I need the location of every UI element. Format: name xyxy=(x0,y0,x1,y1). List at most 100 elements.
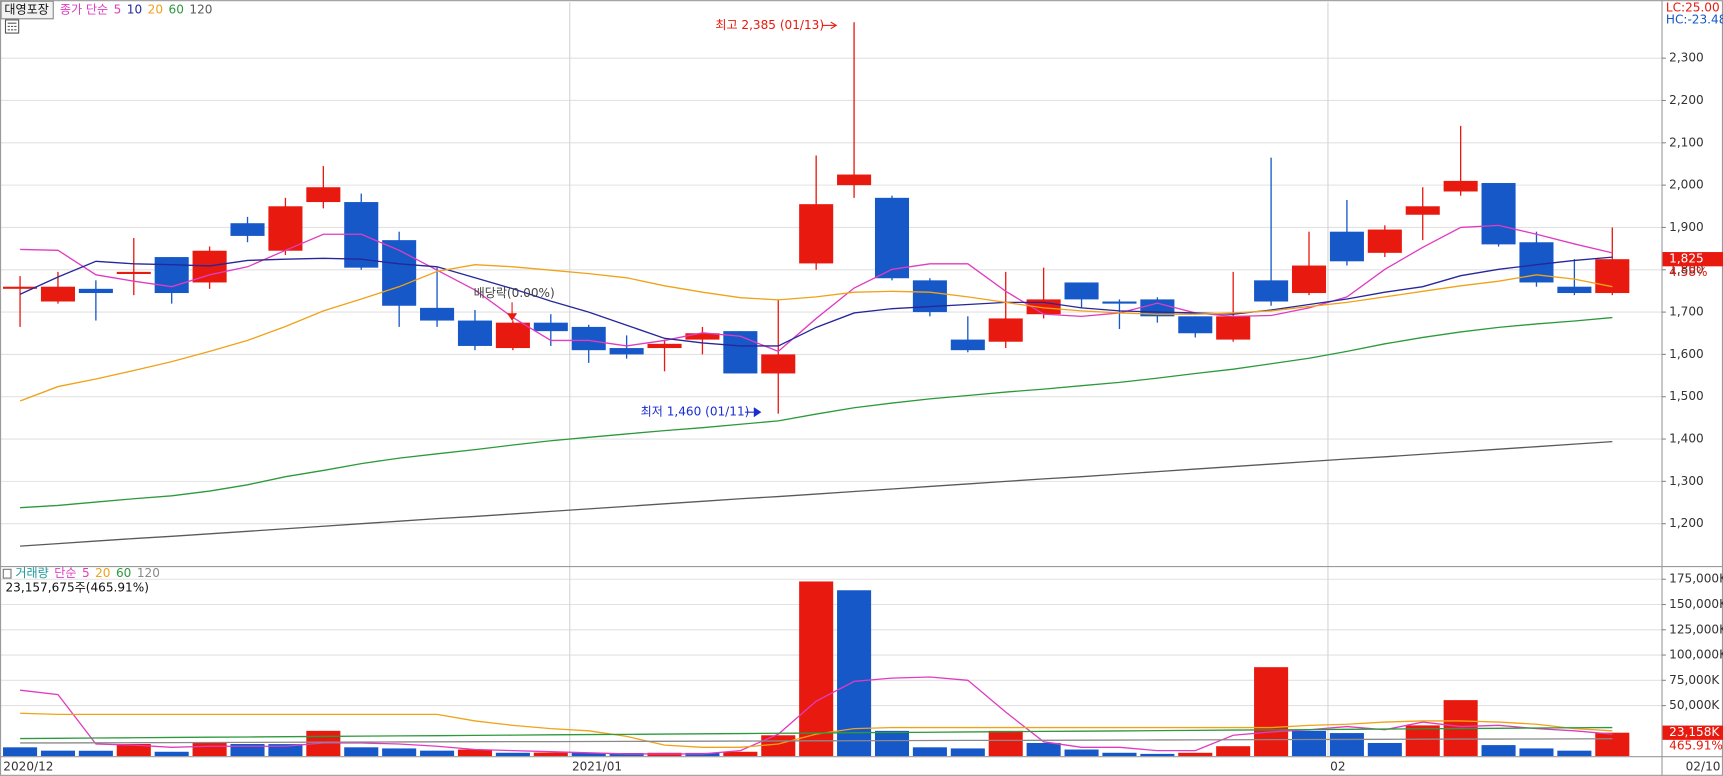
ex-dividend-annotation: 배당락(0.00%) xyxy=(474,286,555,300)
y-tick-label: 150,000K xyxy=(1669,597,1723,611)
last-change-label: 4.58% xyxy=(1669,265,1707,279)
candle-body xyxy=(420,307,455,321)
legend-label: 종가 단순 xyxy=(60,2,108,16)
line-layer xyxy=(19,224,1613,755)
low-arrow xyxy=(745,407,762,418)
volume-bar xyxy=(1367,742,1402,757)
candle-body xyxy=(306,187,341,203)
candle-body xyxy=(1367,229,1402,253)
volume-bar xyxy=(1254,667,1289,757)
last-volume-label: 23,158K xyxy=(1669,725,1720,739)
volume-bar xyxy=(1405,725,1440,757)
last-volume-box xyxy=(1662,725,1723,740)
candle-body xyxy=(1329,231,1364,262)
ma-line xyxy=(19,256,1613,347)
y-tick-label: 1,700 xyxy=(1669,305,1704,319)
ma-line xyxy=(20,712,1613,748)
volume-title: 거래량 xyxy=(15,566,48,580)
ma-line xyxy=(20,316,1613,509)
volume-bar xyxy=(1519,748,1554,757)
last-price-label: 1,825 xyxy=(1669,252,1704,266)
volume-bar xyxy=(1178,752,1213,757)
legend-entry: 120 xyxy=(189,2,212,16)
volume-bar xyxy=(1102,752,1137,757)
legend-entry: 60 xyxy=(169,2,184,16)
candle-body xyxy=(3,286,38,289)
y-tick-label: 2,000 xyxy=(1669,178,1704,192)
y-tick-label: 175,000K xyxy=(1669,572,1723,586)
volume-subtitle: 23,157,675주(465.91%) xyxy=(5,580,148,594)
lc-label: LC:25.00 xyxy=(1666,0,1720,14)
hc-label: HC:-23.48 xyxy=(1666,12,1723,26)
candle-body xyxy=(1102,301,1137,304)
y-tick-label: 1,300 xyxy=(1669,474,1704,488)
candle-body xyxy=(192,250,227,283)
y-tick-label: 1,900 xyxy=(1669,220,1704,234)
volume-bar xyxy=(1026,742,1061,757)
candle-body xyxy=(874,197,910,279)
volume-bar xyxy=(457,749,493,757)
volume-bar xyxy=(230,743,265,757)
y-tick-label: 50,000K xyxy=(1669,698,1720,712)
legend-entry: 5 xyxy=(82,566,90,580)
x-tick-label: 02/10 xyxy=(1686,760,1721,774)
candle-body xyxy=(1481,183,1516,245)
tool-icon[interactable] xyxy=(4,19,20,34)
last-price-box xyxy=(1662,252,1723,267)
volume-bar xyxy=(1329,733,1364,757)
volume-bar xyxy=(3,747,38,757)
y-tick-label: 2,100 xyxy=(1669,135,1704,149)
ma-line xyxy=(20,224,1613,353)
volume-bar xyxy=(799,581,834,757)
candle-body xyxy=(1557,286,1592,294)
mark-layer xyxy=(3,22,1630,757)
volume-bar xyxy=(837,590,872,757)
candle-body xyxy=(571,326,606,351)
candle-body xyxy=(116,271,151,275)
candle-body xyxy=(837,174,872,186)
volume-bar xyxy=(1481,745,1516,757)
candle-body xyxy=(1443,180,1478,192)
legend-entry: 5 xyxy=(114,2,122,16)
candle-body xyxy=(495,322,530,349)
volume-bar xyxy=(912,747,947,757)
volume-icon xyxy=(2,568,12,579)
y-tick-label: 1,200 xyxy=(1669,516,1704,530)
candle-body xyxy=(723,331,758,374)
volume-bar xyxy=(1557,750,1592,757)
legend-entry: 20 xyxy=(95,566,110,580)
volume-bar xyxy=(192,742,227,757)
volume-bar xyxy=(874,730,910,757)
volume-bar xyxy=(495,752,530,757)
candle-body xyxy=(1216,316,1251,340)
candle-body xyxy=(1291,265,1327,294)
y-tick-label: 100,000K xyxy=(1669,648,1723,662)
volume-bar xyxy=(571,752,606,757)
chart-title: 대영포장 xyxy=(4,2,48,16)
ma-line xyxy=(19,264,1613,402)
candle-body xyxy=(1405,206,1440,215)
volume-bar xyxy=(40,750,75,757)
volume-bar xyxy=(344,747,379,757)
y-tick-label: 75,000K xyxy=(1669,673,1720,687)
y-tick-label: 2,300 xyxy=(1669,51,1704,65)
candle-body xyxy=(1178,316,1213,334)
title-box[interactable] xyxy=(0,0,54,20)
legend-entry: 20 xyxy=(148,2,163,16)
x-tick-label: 2020/12 xyxy=(3,760,53,774)
candle-body xyxy=(1064,282,1099,300)
candle-body xyxy=(533,322,568,332)
candle-body xyxy=(78,288,113,294)
volume-bar xyxy=(1140,753,1175,757)
legend-entry: 120 xyxy=(137,566,160,580)
x-tick-label: 2021/01 xyxy=(572,760,622,774)
volume-bar xyxy=(420,750,455,757)
legend-entry: 60 xyxy=(116,566,131,580)
volume-bar xyxy=(988,730,1023,757)
volume-bar xyxy=(382,748,417,757)
y-tick-label: 2,200 xyxy=(1669,93,1704,107)
legend-label: 단순 xyxy=(54,566,76,580)
last-volume-change: 465.91% xyxy=(1669,738,1723,752)
